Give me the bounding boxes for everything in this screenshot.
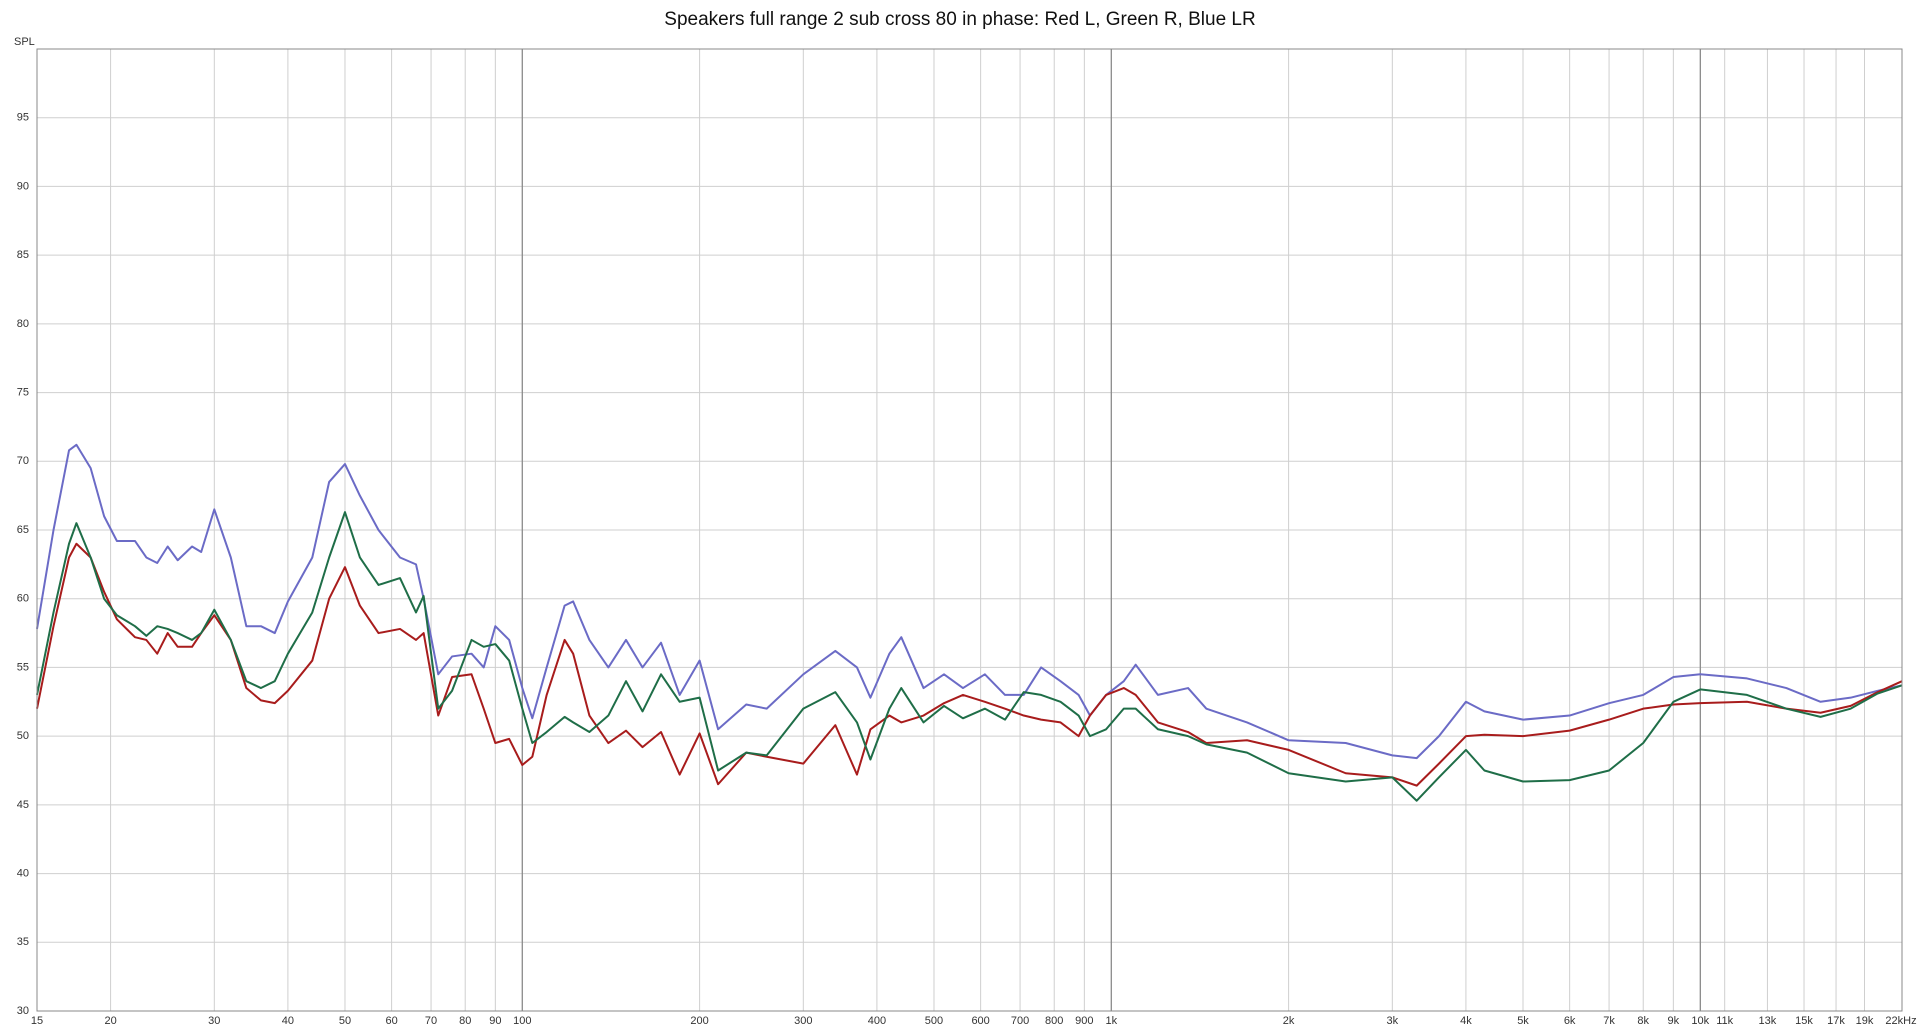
y-tick-label: 80 (17, 318, 29, 330)
y-tick-label: 30 (17, 1005, 29, 1017)
x-tick-label: 11k (1716, 1015, 1733, 1027)
x-tick-label: 7k (1603, 1015, 1615, 1027)
x-tick-label: 13k (1759, 1015, 1777, 1027)
x-tick-label: 19k (1856, 1015, 1874, 1027)
x-tick-label: 60 (385, 1015, 397, 1027)
x-tick-label: 22kHz (1885, 1015, 1916, 1027)
x-tick-label: 2k (1283, 1015, 1295, 1027)
chart-title: Speakers full range 2 sub cross 80 in ph… (664, 9, 1255, 30)
series-line (36, 542, 1903, 787)
y-tick-label: 50 (17, 730, 29, 742)
y-tick-label: 75 (17, 386, 29, 398)
x-tick-label: 400 (868, 1015, 886, 1027)
x-tick-label: 4k (1460, 1015, 1472, 1027)
x-tick-label: 3k (1387, 1015, 1399, 1027)
series-line (36, 511, 1903, 802)
y-tick-label: 60 (17, 593, 29, 605)
lines (36, 443, 1903, 802)
x-tick-label: 9k (1668, 1015, 1680, 1027)
x-tick-label: 40 (282, 1015, 294, 1027)
x-tick-label: 6k (1564, 1015, 1576, 1027)
x-tick-label: 5k (1517, 1015, 1529, 1027)
x-tick-label: 800 (1045, 1015, 1063, 1027)
y-tick-label: 45 (17, 799, 29, 811)
x-tick-label: 600 (971, 1015, 989, 1027)
x-tick-label: 30 (208, 1015, 220, 1027)
y-tick-label: 35 (17, 936, 29, 948)
x-tick-label: 200 (690, 1015, 708, 1027)
x-tick-label: 15k (1795, 1015, 1813, 1027)
x-tick-label: 1k (1105, 1015, 1117, 1027)
plot-frame (36, 48, 1903, 1012)
x-tick-label: 80 (459, 1015, 471, 1027)
series-line (36, 443, 1903, 760)
y-tick-label: 65 (17, 524, 29, 536)
y-axis-label: SPL (14, 36, 35, 48)
x-tick-label: 300 (794, 1015, 812, 1027)
y-tick-label: 70 (17, 455, 29, 467)
y-tick-label: 95 (17, 112, 29, 124)
grid (36, 49, 1903, 1012)
x-tick-label: 70 (425, 1015, 437, 1027)
y-tick-label: 85 (17, 249, 29, 261)
x-tick-label: 50 (339, 1015, 351, 1027)
x-tick-label: 8k (1637, 1015, 1649, 1027)
x-tick-label: 500 (925, 1015, 943, 1027)
x-tick-label: 100 (513, 1015, 531, 1027)
y-tick-label: 55 (17, 661, 29, 673)
x-tick-label: 90 (489, 1015, 501, 1027)
x-tick-label: 17k (1827, 1015, 1845, 1027)
x-tick-label: 900 (1075, 1015, 1093, 1027)
x-tick-label: 700 (1011, 1015, 1029, 1027)
x-tick-label: 20 (104, 1015, 116, 1027)
x-tick-label: 15 (31, 1015, 43, 1027)
y-tick-label: 90 (17, 180, 29, 192)
y-tick-label: 40 (17, 867, 29, 879)
x-tick-label: 10k (1691, 1015, 1709, 1027)
